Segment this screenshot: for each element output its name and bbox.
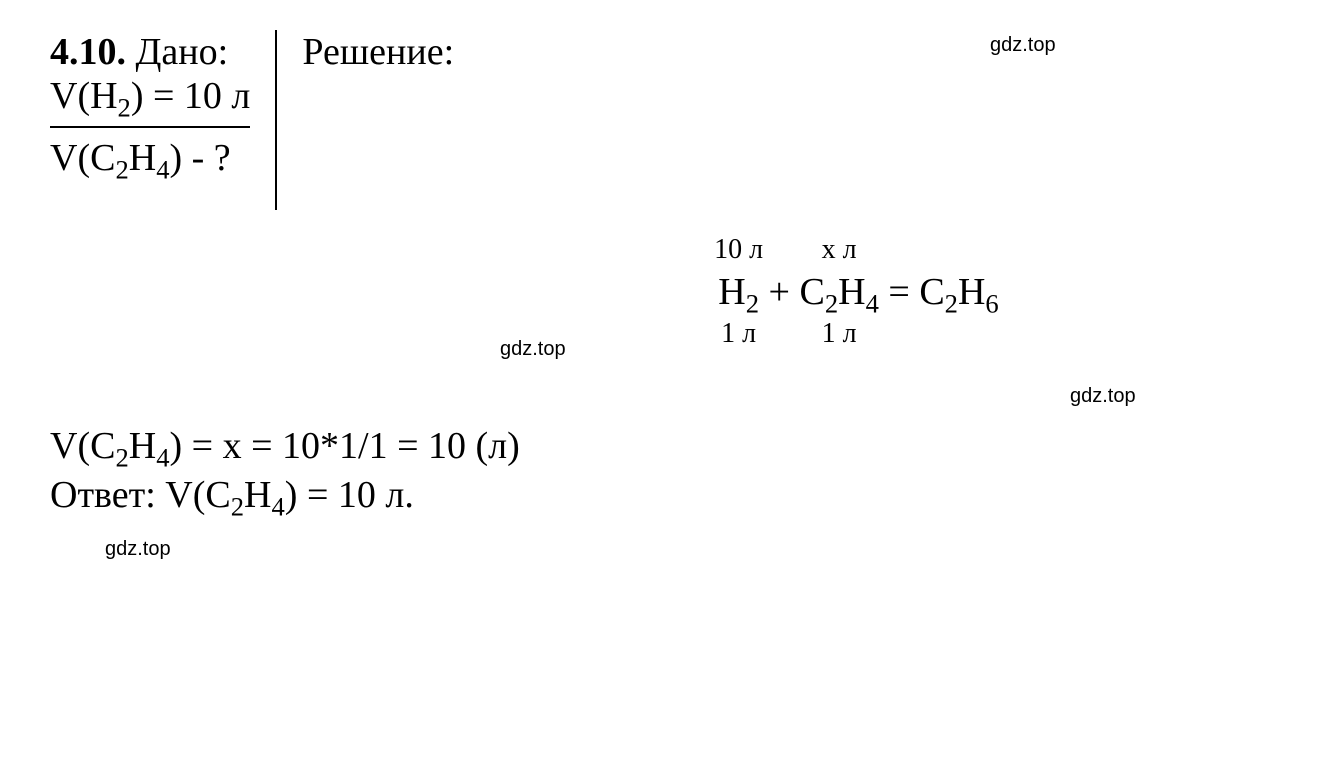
- given-solution-row: 4.10. Дано: V(H2) = 10 л V(C2H4) - ? Реш…: [50, 30, 1287, 210]
- solution-label: Решение:: [302, 31, 454, 73]
- eq-plus: +: [769, 271, 800, 313]
- vh2-value: ) = 10 л: [131, 75, 251, 117]
- eq-h2: H: [718, 271, 745, 313]
- eq-c2h6-sub2: 6: [985, 289, 998, 319]
- vc2h4-mid: H: [129, 137, 156, 179]
- equation: 10 л H2 1 л + х л C2H4 1 л = C2H6: [718, 270, 998, 314]
- vh2-prefix: V(H: [50, 75, 118, 117]
- vc2h4-value: ) - ?: [170, 137, 231, 179]
- given-block: 4.10. Дано: V(H2) = 10 л V(C2H4) - ?: [50, 30, 277, 210]
- eq-h2-term: 10 л H2 1 л: [718, 270, 759, 314]
- answer-prefix: Ответ: V(C: [50, 474, 231, 516]
- eq-c2h4-h: H: [838, 271, 865, 313]
- watermark-4: gdz.top: [105, 538, 171, 561]
- problem-number: 4.10.: [50, 31, 126, 73]
- eq-c2h6-h: H: [958, 271, 985, 313]
- eq-c2h4-term: х л C2H4 1 л: [799, 270, 878, 314]
- eq-c2h4-c: C: [799, 271, 824, 313]
- eq-c2h4-top: х л: [822, 234, 857, 266]
- eq-c2h4-sub2: 4: [866, 289, 879, 319]
- vc2h4-sub2: 4: [156, 155, 169, 185]
- eq-c2h4-bottom: 1 л: [822, 318, 857, 350]
- eq-c2h6-term: C2H6: [919, 270, 998, 314]
- answer-line: Ответ: V(C2H4) = 10 л.: [50, 473, 1287, 517]
- eq-c2h6-sub1: 2: [945, 289, 958, 319]
- eq-c2h6-c: C: [919, 271, 944, 313]
- solution-block: Решение:: [277, 30, 454, 74]
- calc1-prefix: V(C: [50, 425, 115, 467]
- answer-mid: H: [244, 474, 271, 516]
- eq-h2-bottom: 1 л: [721, 318, 756, 350]
- eq-equals: =: [888, 271, 919, 313]
- answer-suffix: ) = 10 л.: [285, 474, 414, 516]
- given-line-2: V(C2H4) - ?: [50, 136, 250, 180]
- eq-c2h4-sub1: 2: [825, 289, 838, 319]
- answer-sub2: 4: [272, 492, 285, 522]
- calc1-sub2: 4: [156, 443, 169, 473]
- given-label: Дано:: [126, 31, 228, 73]
- calc1-sub1: 2: [115, 443, 128, 473]
- calculation-section: V(C2H4) = x = 10*1/1 = 10 (л) Ответ: V(C…: [50, 424, 1287, 517]
- given-line-1: V(H2) = 10 л: [50, 74, 250, 118]
- vc2h4-prefix: V(C: [50, 137, 115, 179]
- eq-h2-top: 10 л: [714, 234, 763, 266]
- watermark-1: gdz.top: [990, 34, 1056, 57]
- calc1-suffix: ) = x = 10*1/1 = 10 (л): [170, 425, 520, 467]
- vh2-sub: 2: [118, 93, 131, 123]
- calc-line-1: V(C2H4) = x = 10*1/1 = 10 (л): [50, 424, 1287, 468]
- given-header: 4.10. Дано:: [50, 30, 250, 74]
- given-divider: [50, 126, 250, 128]
- problem-container: 4.10. Дано: V(H2) = 10 л V(C2H4) - ? Реш…: [50, 30, 1287, 517]
- equation-section: 10 л H2 1 л + х л C2H4 1 л = C2H6: [430, 270, 1287, 314]
- vc2h4-sub1: 2: [115, 155, 128, 185]
- answer-sub1: 2: [231, 492, 244, 522]
- watermark-3: gdz.top: [1070, 385, 1136, 408]
- eq-h2-sub: 2: [746, 289, 759, 319]
- watermark-2: gdz.top: [500, 338, 566, 361]
- calc1-mid: H: [129, 425, 156, 467]
